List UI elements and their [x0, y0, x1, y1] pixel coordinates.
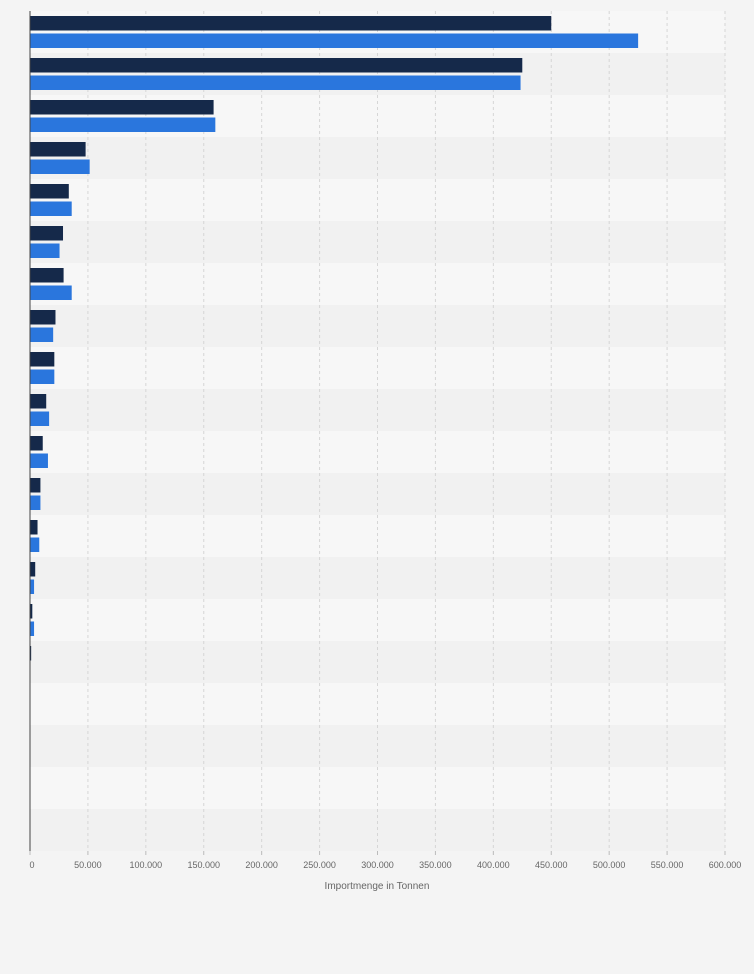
x-axis: 0 50.000 100.000 150.000 200.000 250.000 300.0…: [29, 11, 741, 870]
x-tick-label: 600.000: [709, 860, 742, 870]
bar-series-2: [30, 579, 35, 594]
x-tick-label: 0: [29, 860, 34, 870]
bar-series-1: [30, 436, 43, 451]
x-tick-label: 550.000: [651, 860, 684, 870]
bar-series-1: [30, 16, 552, 31]
bar-series-1: [30, 394, 47, 409]
bar-series-1: [30, 352, 55, 367]
x-tick-label: 250.000: [303, 860, 336, 870]
x-axis-label: Importmenge in Tonnen: [325, 881, 430, 892]
x-tick-label: 200.000: [245, 860, 278, 870]
bar-series-2: [30, 75, 521, 90]
bar-series-2: [30, 159, 90, 174]
bar-series-2: [30, 117, 216, 132]
x-tick-label: 500.000: [593, 860, 626, 870]
x-tick-label: 100.000: [130, 860, 163, 870]
bars: [30, 16, 639, 661]
bar-series-2: [30, 537, 40, 552]
bar-series-1: [30, 604, 33, 619]
bar-series-1: [30, 226, 64, 241]
x-tick-label: 450.000: [535, 860, 568, 870]
bar-series-1: [30, 142, 86, 157]
bar-series-2: [30, 495, 41, 510]
bar-series-2: [30, 411, 50, 426]
bar-series-2: [30, 621, 35, 636]
bar-series-1: [30, 184, 69, 199]
x-tick-label: 150.000: [187, 860, 220, 870]
bar-series-1: [30, 562, 36, 577]
x-tick-label: 400.000: [477, 860, 510, 870]
bar-series-1: [30, 310, 56, 325]
bar-series-2: [30, 327, 54, 342]
bar-series-1: [30, 100, 214, 115]
x-tick-label: 50.000: [74, 860, 102, 870]
bar-series-2: [30, 201, 72, 216]
bar-series-2: [30, 369, 55, 384]
x-tick-label: 350.000: [419, 860, 452, 870]
bar-series-1: [30, 268, 64, 283]
bar-series-2: [30, 33, 639, 48]
x-tick-label: 300.000: [361, 860, 394, 870]
bar-series-2: [30, 453, 48, 468]
bar-series-1: [30, 520, 38, 535]
bar-series-1: [30, 58, 523, 73]
bar-series-2: [30, 285, 72, 300]
bar-series-1: [30, 646, 32, 661]
bar-series-1: [30, 478, 41, 493]
bar-series-2: [30, 243, 60, 258]
gridlines: [87, 11, 726, 851]
